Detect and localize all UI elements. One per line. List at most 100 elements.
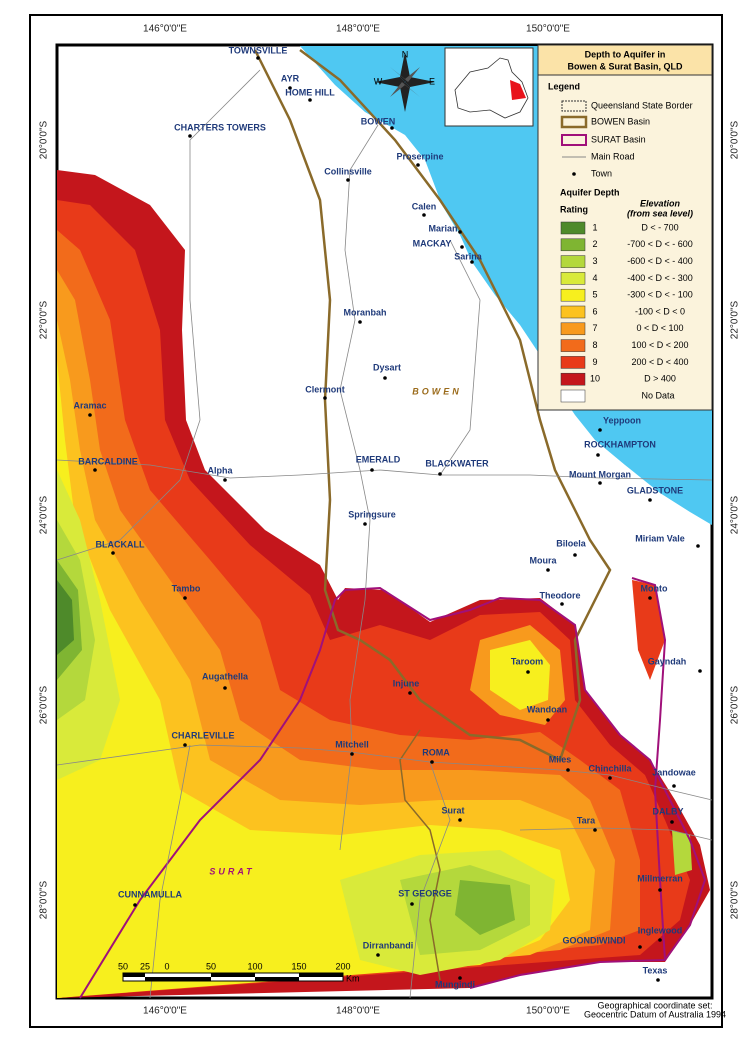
town-dot (593, 828, 597, 832)
legend-item: Town (591, 168, 612, 178)
town-dot (460, 245, 464, 249)
legend-range: D > 400 (644, 374, 676, 384)
town-dot (458, 818, 462, 822)
longitude-label: 146°0'0"E (143, 24, 187, 35)
town-dot (390, 126, 394, 130)
region-label: BOWEN (412, 386, 462, 396)
town-dot (383, 376, 387, 380)
surat-basin-outline (79, 586, 707, 999)
scale-label: 50 (118, 961, 128, 971)
town-label: EMERALD (356, 454, 401, 464)
scale-label: 200 (335, 961, 350, 971)
compass-letter: N (402, 49, 409, 59)
town-dot (358, 320, 362, 324)
surat-basin-east (631, 577, 667, 961)
town-label: DALBY (653, 806, 684, 816)
scale-unit: Km (346, 973, 360, 983)
latitude-label: 24°0'0"S (730, 495, 741, 534)
town-label: ROMA (422, 747, 450, 757)
legend-rating: 10 (590, 374, 600, 384)
town-label: BOWEN (361, 116, 396, 126)
legend-item: SURAT Basin (591, 134, 646, 144)
legend-rating: 2 (592, 239, 597, 249)
latitude-label: 28°0'0"S (39, 880, 50, 919)
scale-label: 150 (291, 961, 306, 971)
legend-item: BOWEN Basin (591, 116, 650, 126)
town-label: BLACKALL (96, 539, 145, 549)
town-dot (416, 163, 420, 167)
town-label: Collinsville (324, 166, 372, 176)
town-label: Miriam Vale (635, 533, 685, 543)
legend-swatch (560, 372, 586, 386)
legend-subheading: Rating (560, 204, 588, 214)
legend-subheading: Aquifer Depth (560, 187, 620, 197)
town-label: ROCKHAMPTON (584, 439, 656, 449)
town-dot (370, 468, 374, 472)
town-label: Jandowae (652, 767, 696, 777)
legend-rating: 8 (592, 340, 597, 350)
town-dot (470, 260, 474, 264)
town-label: Mitchell (335, 739, 369, 749)
compass (375, 52, 435, 112)
footer-note: Geographical coordinate set: (597, 1000, 712, 1010)
map-body (56, 46, 713, 999)
latitude-label: 28°0'0"S (730, 880, 741, 919)
latitude-label: 26°0'0"S (39, 685, 50, 724)
depth-zone-2b (455, 880, 515, 935)
legend-symbol (561, 134, 587, 146)
town-label: Sarina (454, 251, 483, 261)
legend-swatch (560, 339, 586, 352)
town-label: Tambo (172, 583, 201, 593)
town-label: ST GEORGE (398, 888, 452, 898)
town-dot (526, 670, 530, 674)
legend-heading: Legend (548, 81, 580, 91)
footer-note: Geocentric Datum of Australia 1994 (584, 1009, 726, 1019)
legend-swatch (560, 322, 586, 336)
town-label: Surat (441, 805, 464, 815)
longitude-label: 150°0'0"E (526, 1006, 570, 1017)
scale-label: 50 (206, 961, 216, 971)
town-label: Chinchilla (588, 763, 632, 773)
town-label: Wandoan (527, 704, 567, 714)
roads (56, 69, 713, 999)
town-label: Springsure (348, 509, 396, 519)
town-label: Calen (412, 201, 437, 211)
town-dot (308, 98, 312, 102)
town-label: BLACKWATER (425, 458, 489, 468)
town-dot (346, 178, 350, 182)
town-label: Mount Morgan (569, 469, 631, 479)
town-dot (223, 686, 227, 690)
town-dot (638, 945, 642, 949)
legend-swatch (560, 356, 586, 369)
town-label: CHARTERS TOWERS (174, 122, 266, 132)
town-dot (223, 478, 227, 482)
town-dot (566, 768, 570, 772)
town-dot (363, 522, 367, 526)
town-label: Yeppoon (603, 415, 641, 425)
legend-range: -100 < D < 0 (635, 306, 685, 316)
legend-range: -300 < D < - 100 (627, 290, 693, 300)
legend-range: -600 < D < - 400 (627, 256, 693, 266)
town-label: GLADSTONE (627, 485, 683, 495)
town-label: Dirranbandi (363, 940, 414, 950)
legend-symbol (561, 100, 587, 112)
town-dot (546, 568, 550, 572)
town-label: CHARLEVILLE (172, 730, 235, 740)
depth-zone-5b (490, 640, 550, 710)
legend-range: -700 < D < - 600 (627, 239, 693, 249)
town-dot (698, 669, 702, 673)
scale-label: 100 (247, 961, 262, 971)
town-label: Gayndah (648, 656, 687, 666)
legend-symbol (572, 172, 576, 176)
town-label: Biloela (556, 538, 587, 548)
legend-swatch (560, 221, 586, 235)
depth-zone-east (672, 830, 692, 875)
bowen-basin-outline (253, 49, 612, 762)
legend-rating: 9 (592, 357, 597, 367)
legend-range: -400 < D < - 300 (627, 273, 693, 283)
scale-label: 0 (164, 961, 169, 971)
town-dot (88, 413, 92, 417)
legend-range: 100 < D < 200 (631, 340, 688, 350)
legend-item: Main Road (591, 151, 635, 161)
